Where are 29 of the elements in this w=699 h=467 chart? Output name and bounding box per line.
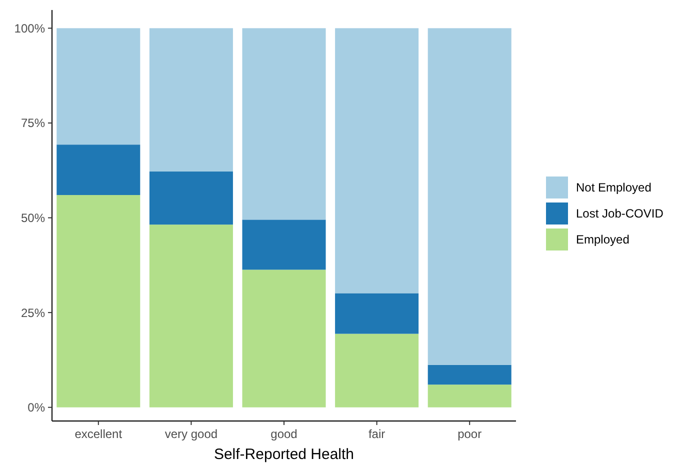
bar <box>335 293 419 334</box>
x-axis-title: Self-Reported Health <box>214 446 354 463</box>
y-tick-label: 25% <box>20 306 46 320</box>
bar <box>149 224 233 408</box>
bar <box>428 384 512 408</box>
bar <box>56 28 140 145</box>
bar <box>242 220 326 270</box>
bar <box>242 270 326 408</box>
legend-label: Employed <box>576 232 630 247</box>
x-tick-label: poor <box>458 427 482 441</box>
bar <box>56 195 140 408</box>
bar <box>428 364 512 385</box>
y-tick-label: 0% <box>28 400 46 415</box>
bar <box>335 28 419 294</box>
bar <box>428 28 512 365</box>
bar <box>149 28 233 172</box>
x-tick-label: good <box>270 427 298 441</box>
bar <box>335 334 419 408</box>
legend-label: Not Employed <box>576 180 652 195</box>
bar <box>56 144 140 196</box>
y-tick-label: 75% <box>20 116 46 130</box>
x-tick-label: fair <box>368 427 386 441</box>
bar <box>149 172 233 225</box>
y-tick-label: 50% <box>20 210 46 225</box>
x-tick-label: very good <box>164 427 218 441</box>
x-tick-label: excellent <box>74 427 123 441</box>
y-tick-label: 100% <box>14 21 46 36</box>
legend-label: Lost Job-COVID <box>576 206 664 221</box>
bar <box>242 28 326 220</box>
